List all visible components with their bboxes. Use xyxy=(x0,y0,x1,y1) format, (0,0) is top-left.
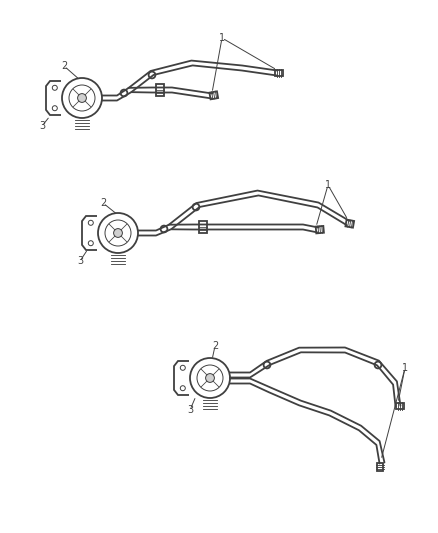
Text: 2: 2 xyxy=(61,61,67,71)
Text: 3: 3 xyxy=(187,405,193,415)
Circle shape xyxy=(78,94,86,102)
Text: 1: 1 xyxy=(325,180,331,190)
Text: 2: 2 xyxy=(100,198,106,208)
Text: 3: 3 xyxy=(77,256,83,266)
Text: 1: 1 xyxy=(219,33,225,43)
Text: 3: 3 xyxy=(39,121,45,131)
Text: 2: 2 xyxy=(212,341,218,351)
Circle shape xyxy=(113,229,122,237)
Circle shape xyxy=(205,374,214,382)
Text: 1: 1 xyxy=(402,363,408,373)
